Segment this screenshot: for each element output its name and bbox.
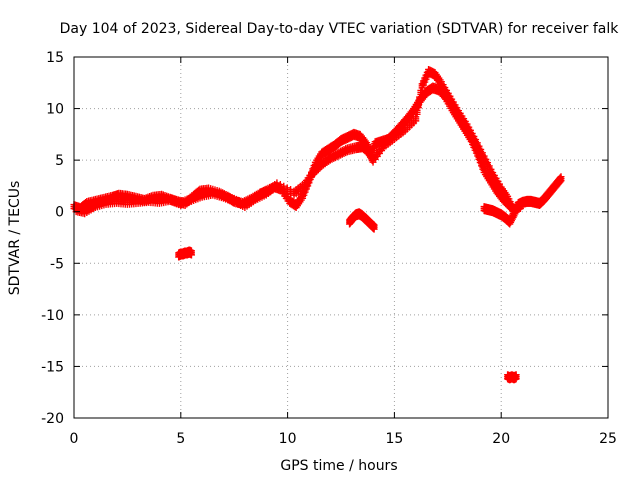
y-tick-label: -5 [50, 256, 64, 272]
x-tick-label: 10 [279, 431, 297, 447]
x-tick-label: 20 [492, 431, 510, 447]
data-point [416, 97, 424, 105]
data-point [414, 104, 422, 112]
data-marks [70, 65, 565, 384]
data-point [299, 194, 307, 202]
data-point [512, 375, 520, 383]
x-tick-label: 25 [599, 431, 617, 447]
chart-title: Day 104 of 2023, Sidereal Day-to-day VTE… [60, 21, 620, 37]
data-point [413, 110, 421, 118]
data-point [412, 117, 420, 125]
data-point [300, 191, 308, 199]
y-tick-label: 15 [46, 50, 64, 66]
y-tick-label: 10 [46, 102, 64, 118]
x-axis-label: GPS time / hours [280, 458, 397, 474]
x-tick-label: 5 [176, 431, 185, 447]
axis-ticks: 0 5 10 15 20 25 -20 -15 -10 -5 0 5 10 15 [41, 50, 617, 447]
y-tick-label: -20 [41, 411, 64, 427]
y-tick-label: 0 [55, 205, 64, 221]
data-point [557, 177, 565, 185]
x-tick-label: 0 [70, 431, 79, 447]
data-point [417, 90, 425, 98]
plot-frame [73, 56, 609, 419]
y-axis-label: SDTVAR / TECUs [7, 181, 23, 296]
y-tick-label: -10 [41, 308, 64, 324]
data-point [370, 225, 378, 233]
x-tick-label: 15 [385, 431, 403, 447]
data-point [187, 251, 195, 259]
y-tick-label: -15 [41, 359, 64, 375]
grid-lines [74, 57, 608, 418]
y-tick-label: 5 [55, 153, 64, 169]
